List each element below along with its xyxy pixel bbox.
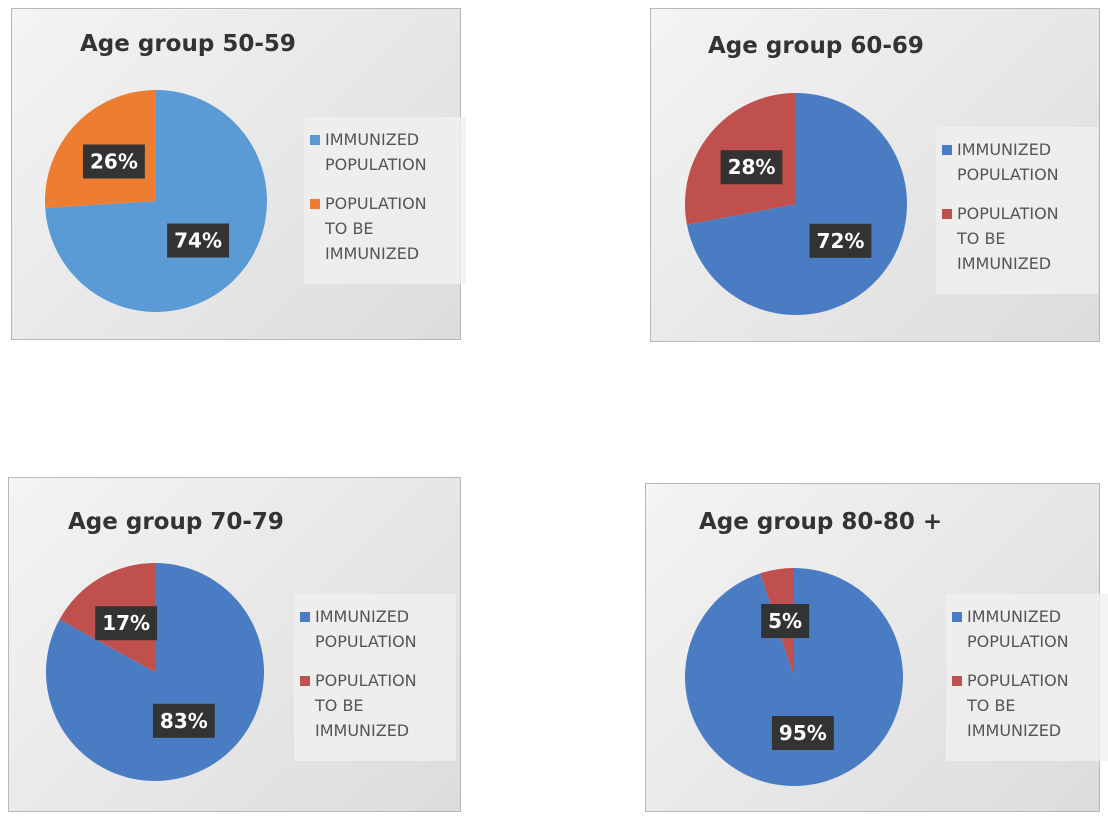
legend-swatch bbox=[310, 135, 320, 145]
data-label-box bbox=[720, 150, 783, 185]
chart-title: Age group 60-69 bbox=[708, 33, 924, 59]
data-label-text: 17% bbox=[102, 611, 150, 635]
legend-label: POPULATION TO BE IMMUNIZED bbox=[325, 194, 427, 263]
legend-label: IMMUNIZED POPULATION bbox=[957, 140, 1059, 184]
legend-swatch bbox=[300, 612, 310, 622]
legend: IMMUNIZED POPULATION POPULATION TO BE IMM… bbox=[946, 594, 1108, 761]
legend-swatch bbox=[952, 676, 962, 686]
data-label-box bbox=[95, 606, 158, 641]
legend-item: IMMUNIZED POPULATION bbox=[952, 604, 1102, 654]
legend-label: IMMUNIZED POPULATION bbox=[967, 607, 1069, 651]
legend-item: IMMUNIZED POPULATION bbox=[300, 604, 450, 654]
legend-swatch bbox=[942, 209, 952, 219]
data-label: 74% bbox=[167, 223, 230, 258]
chart-panel: 74% 26% Age group 50-59 IMMUNIZED POPULATIO… bbox=[11, 8, 466, 340]
data-label-text: 74% bbox=[174, 229, 222, 253]
data-label-box bbox=[809, 223, 872, 258]
legend-swatch bbox=[952, 612, 962, 622]
chart-panel: 83% 17% Age group 70-79 IMMUNIZED POPULATIO… bbox=[8, 477, 461, 812]
data-label-text: 95% bbox=[779, 721, 827, 745]
data-label: 5% bbox=[761, 604, 810, 639]
data-label-box bbox=[771, 715, 834, 750]
pie-chart: 83% 17% bbox=[45, 563, 264, 781]
legend-item: POPULATION TO BE IMMUNIZED bbox=[942, 201, 1092, 276]
legend-item: IMMUNIZED POPULATION bbox=[942, 137, 1092, 187]
chart-title: Age group 50-59 bbox=[80, 31, 296, 57]
chart-panel: 95% 5% Age group 80-80 + IMMUNIZED POPULATI… bbox=[645, 483, 1108, 812]
legend-label: IMMUNIZED POPULATION bbox=[315, 607, 417, 651]
data-label-text: 83% bbox=[160, 709, 208, 733]
data-label-box bbox=[82, 144, 145, 179]
data-label-box bbox=[167, 223, 230, 258]
legend-swatch bbox=[300, 676, 310, 686]
chart-title: Age group 80-80 + bbox=[699, 509, 943, 535]
pie-chart: 72% 28% bbox=[685, 93, 907, 316]
chart-title: Age group 70-79 bbox=[68, 509, 284, 535]
legend-swatch bbox=[310, 199, 320, 209]
legend-label: POPULATION TO BE IMMUNIZED bbox=[967, 671, 1069, 740]
legend-label: IMMUNIZED POPULATION bbox=[325, 130, 427, 174]
pie-chart: 95% 5% bbox=[685, 568, 903, 786]
pie-chart: 74% 26% bbox=[44, 90, 268, 312]
data-label-text: 28% bbox=[728, 155, 776, 179]
data-label-text: 26% bbox=[90, 149, 138, 173]
legend-item: POPULATION TO BE IMMUNIZED bbox=[952, 668, 1102, 743]
legend-item: POPULATION TO BE IMMUNIZED bbox=[310, 191, 460, 266]
data-label-text: 72% bbox=[817, 229, 865, 253]
pie-slice bbox=[686, 93, 907, 316]
data-label-box bbox=[152, 703, 215, 738]
data-label-text: 5% bbox=[768, 609, 802, 633]
legend-swatch bbox=[942, 145, 952, 155]
data-label: 28% bbox=[720, 150, 783, 185]
data-label: 26% bbox=[82, 144, 145, 179]
legend: IMMUNIZED POPULATION POPULATION TO BE IMM… bbox=[936, 127, 1098, 294]
data-label: 17% bbox=[95, 606, 158, 641]
chart-panel: 72% 28% Age group 60-69 IMMUNIZED POPULATIO… bbox=[650, 8, 1100, 342]
legend-item: IMMUNIZED POPULATION bbox=[310, 127, 460, 177]
legend: IMMUNIZED POPULATION POPULATION TO BE IMM… bbox=[304, 117, 466, 284]
data-label-box bbox=[761, 604, 810, 639]
legend-label: POPULATION TO BE IMMUNIZED bbox=[315, 671, 417, 740]
data-label: 72% bbox=[809, 223, 872, 258]
data-label: 83% bbox=[152, 703, 215, 738]
legend-item: POPULATION TO BE IMMUNIZED bbox=[300, 668, 450, 743]
legend-label: POPULATION TO BE IMMUNIZED bbox=[957, 204, 1059, 273]
legend: IMMUNIZED POPULATION POPULATION TO BE IMM… bbox=[294, 594, 456, 761]
data-label: 95% bbox=[771, 715, 834, 750]
